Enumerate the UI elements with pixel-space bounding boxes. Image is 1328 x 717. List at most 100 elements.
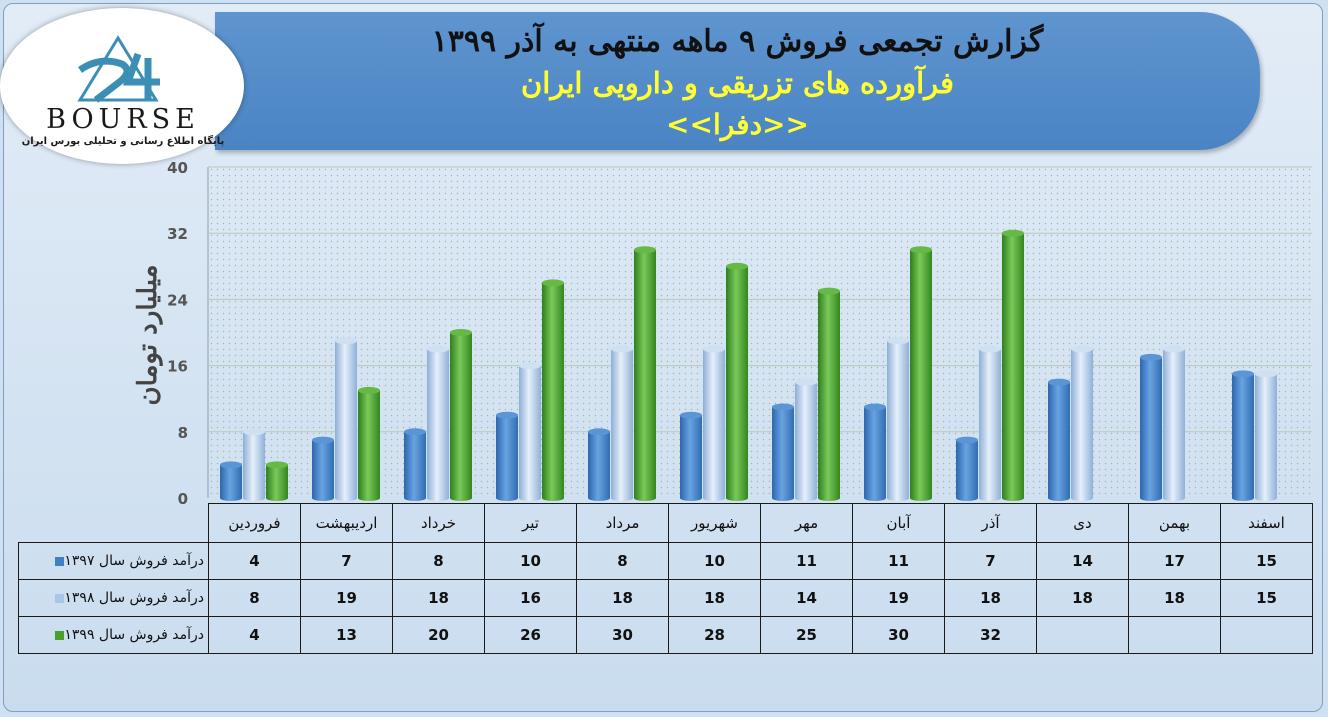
- bar-body: [404, 431, 426, 498]
- x-tick-label: خرداد: [392, 503, 485, 543]
- data-label: 16: [484, 579, 577, 617]
- bar: [887, 337, 909, 501]
- legend-entry: درآمد فروش سال ۱۳۹۹: [18, 616, 209, 654]
- bar-body: [220, 464, 242, 498]
- bar-body: [1071, 349, 1093, 498]
- table-corner: [18, 503, 209, 543]
- bar-body: [887, 340, 909, 498]
- bar-base: [910, 495, 932, 501]
- bar-body: [1255, 373, 1277, 498]
- data-label: 15: [1220, 542, 1313, 580]
- x-tick-label: اردیبهشت: [300, 503, 393, 543]
- bar: [864, 403, 886, 501]
- bar: [703, 345, 725, 501]
- bar-base: [1071, 495, 1093, 501]
- bar: [404, 428, 426, 501]
- bar-base: [1163, 495, 1185, 501]
- bar-cap: [358, 386, 380, 394]
- bar: [680, 411, 702, 501]
- bar: [818, 287, 840, 501]
- bar-body: [450, 332, 472, 498]
- bar-cap: [1255, 370, 1277, 378]
- bar-cap: [703, 345, 725, 353]
- bar-body: [496, 415, 518, 498]
- bar: [1255, 370, 1277, 501]
- company-name: فرآورده های تزریقی و دارویی ایران: [520, 66, 955, 100]
- data-label: 14: [1036, 542, 1129, 580]
- bar: [795, 378, 817, 501]
- bar-cap: [1048, 378, 1070, 386]
- bar: [1048, 378, 1070, 501]
- bar: [519, 362, 541, 501]
- bar-body: [427, 349, 449, 498]
- bar-base: [335, 495, 357, 501]
- bar-body: [588, 431, 610, 498]
- bar: [358, 386, 380, 501]
- data-label: 18: [1128, 579, 1221, 617]
- data-label: 13: [300, 616, 393, 654]
- data-label: 19: [852, 579, 945, 617]
- logo-wordmark: BOURSE: [46, 104, 200, 135]
- bar-body: [910, 249, 932, 498]
- y-tick-label: 40: [167, 159, 188, 177]
- legend-key-icon: [55, 556, 65, 566]
- bar-cap: [795, 378, 817, 386]
- legend-label: درآمد فروش سال ۱۳۹۸: [64, 590, 204, 606]
- bar-base: [496, 495, 518, 501]
- y-tick-labels: 0 8 16 24 32 40: [167, 159, 188, 508]
- plot-area: [208, 167, 1312, 498]
- data-label: 7: [300, 542, 393, 580]
- y-tick-label: 16: [167, 358, 188, 376]
- data-label: 7: [944, 542, 1037, 580]
- bar-cap: [864, 403, 886, 411]
- data-label: 18: [944, 579, 1037, 617]
- data-label: 26: [484, 616, 577, 654]
- x-tick-label: فروردین: [208, 503, 301, 543]
- bar-base: [404, 495, 426, 501]
- bar: [427, 345, 449, 501]
- bar-cap: [680, 411, 702, 419]
- data-label: 30: [576, 616, 669, 654]
- bar-base: [956, 495, 978, 501]
- data-label: 32: [944, 616, 1037, 654]
- data-label: [1036, 616, 1129, 654]
- bar-body: [1232, 373, 1254, 498]
- bar-base: [634, 495, 656, 501]
- bar-base: [266, 495, 288, 501]
- bar-base: [312, 495, 334, 501]
- bar: [266, 461, 288, 501]
- bar-cap: [887, 337, 909, 345]
- bar-cap: [220, 461, 242, 469]
- bar-base: [1232, 495, 1254, 501]
- bar-cap: [312, 436, 334, 444]
- bar-cap: [1163, 345, 1185, 353]
- bar-base: [220, 495, 242, 501]
- bar: [496, 411, 518, 501]
- bar-cap: [542, 279, 564, 287]
- data-label: 4: [208, 616, 301, 654]
- bar-base: [1048, 495, 1070, 501]
- bar-body: [358, 390, 380, 498]
- data-label: 18: [668, 579, 761, 617]
- bar-body: [312, 440, 334, 498]
- bar: [726, 262, 748, 501]
- bar-body: [772, 406, 794, 498]
- bar-body: [818, 291, 840, 498]
- legend-label: درآمد فروش سال ۱۳۹۷: [64, 553, 204, 569]
- x-tick-label: مهر: [760, 503, 853, 543]
- bar-base: [358, 495, 380, 501]
- bar-cap: [427, 345, 449, 353]
- y-tick-label: 8: [178, 424, 188, 442]
- data-label: 18: [1036, 579, 1129, 617]
- legend-entry: درآمد فروش سال ۱۳۹۸: [18, 579, 209, 617]
- bar-body: [611, 349, 633, 498]
- bar: [312, 436, 334, 501]
- bar-base: [703, 495, 725, 501]
- bar: [1002, 229, 1024, 501]
- data-label: 11: [760, 542, 853, 580]
- table-row: درآمد فروش سال ۱۳۹۹ 4 13 20 26 30 28 25 30 32: [18, 616, 1313, 654]
- bar-base: [427, 495, 449, 501]
- report-title: گزارش تجمعی فروش ۹ ماهه منتهی به آذر ۱۳۹…: [431, 24, 1044, 59]
- bars: [220, 229, 1277, 501]
